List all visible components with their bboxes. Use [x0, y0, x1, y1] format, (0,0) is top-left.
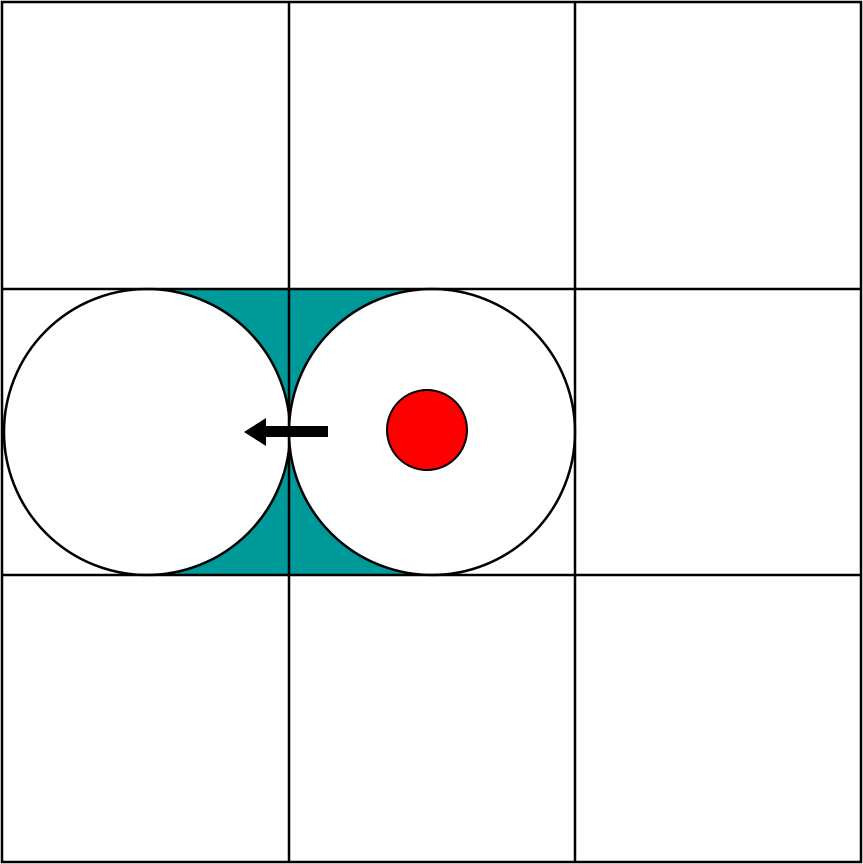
movement-arrow: [244, 418, 328, 446]
arrow-head-icon: [244, 418, 266, 446]
arrow-shaft: [262, 426, 328, 437]
red-dot: [386, 389, 468, 471]
